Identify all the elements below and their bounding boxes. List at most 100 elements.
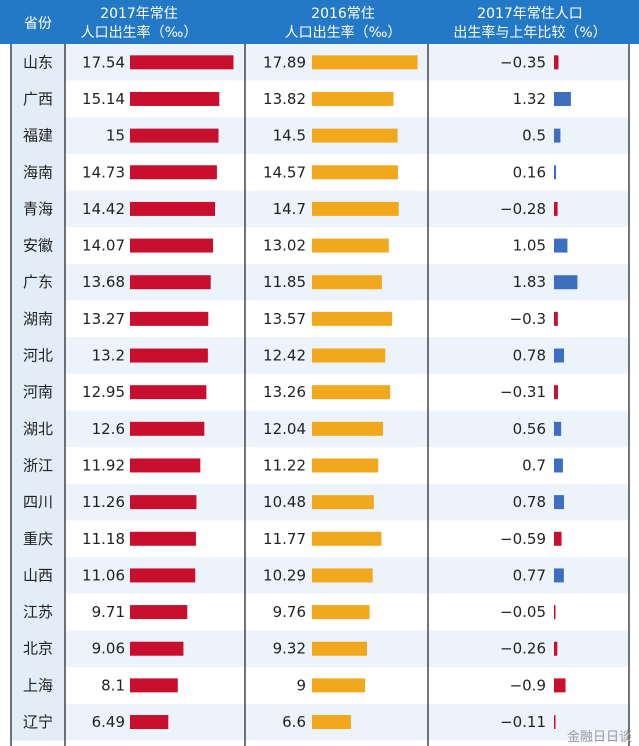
table-row: 青海 14.42 14.7 −0.28 <box>11 190 629 228</box>
table-body: 山东 17.54 17.89 −0.35 广西 15.14 13.82 1.32 福建 15 14.… <box>11 44 629 741</box>
rate-2017-label: 6.49 <box>92 713 125 731</box>
rate-2016-bar <box>312 128 398 143</box>
diff-label: −0.11 <box>500 713 546 731</box>
rate-2016-bar <box>312 641 367 656</box>
rate-2016-bar <box>312 531 382 546</box>
province-label: 四川 <box>23 493 53 511</box>
table-row: 四川 11.26 10.48 0.78 <box>11 483 629 521</box>
diff-bar <box>554 421 562 436</box>
watermark-text: 金融日日谈 <box>567 729 632 745</box>
rate-2016-bar <box>312 238 389 253</box>
rate-2017-bar <box>130 128 219 143</box>
rate-2017-bar <box>130 531 196 546</box>
table-row: 河北 13.2 12.42 0.78 <box>11 337 629 374</box>
province-cell <box>11 373 65 411</box>
rate-2017-label: 12.6 <box>92 420 125 438</box>
rate-2017-bar <box>130 311 209 326</box>
rate-2016-label: 17.89 <box>263 53 306 71</box>
rate-2016-label: 13.02 <box>263 237 306 255</box>
table-row: 安徽 14.07 13.02 1.05 <box>11 227 629 264</box>
diff-bar <box>554 55 559 70</box>
province-label: 青海 <box>23 200 53 218</box>
diff-label: 0.7 <box>522 456 546 474</box>
rate-2017-bar <box>130 201 216 216</box>
table-row: 江苏 9.71 9.76 −0.05 <box>11 593 629 631</box>
header-diff-line2: 出生率与上年比较（%） <box>453 24 606 41</box>
rate-2017-label: 11.92 <box>82 456 125 474</box>
table-row: 河南 12.95 13.26 −0.31 <box>11 373 629 411</box>
rate-2017-bar <box>130 385 207 400</box>
rate-2016-label: 9.76 <box>273 603 306 621</box>
diff-bar <box>554 91 571 106</box>
rate-2017-label: 13.27 <box>82 310 125 328</box>
rate-2017-label: 17.54 <box>82 53 125 71</box>
diff-label: 1.05 <box>513 237 546 255</box>
rate-2017-label: 12.95 <box>82 383 125 401</box>
diff-bar <box>554 311 558 326</box>
province-cell <box>11 227 65 264</box>
province-cell <box>11 263 65 301</box>
diff-label: −0.9 <box>510 676 546 694</box>
rate-2016-bar <box>312 275 382 290</box>
rate-2016-bar <box>312 421 384 436</box>
province-cell <box>11 300 65 338</box>
rate-2016-bar <box>312 385 391 400</box>
rate-2017-label: 13.68 <box>82 273 125 291</box>
rate-2016-label: 13.57 <box>263 310 306 328</box>
rate-2017-label: 8.1 <box>101 676 125 694</box>
rate-2016-label: 11.22 <box>263 456 306 474</box>
rate-2016-label: 11.77 <box>263 530 306 548</box>
rate-2016-bar <box>312 568 373 583</box>
diff-bar <box>554 531 562 546</box>
province-label: 广东 <box>23 273 53 291</box>
rate-2017-bar <box>130 495 197 510</box>
province-cell <box>11 447 65 484</box>
header-band <box>0 0 639 44</box>
column-dividers <box>10 44 630 746</box>
table-header: 省份 2017年常住 人口出生率（‰） 2016常住 人口出生率（‰） 2017… <box>24 6 607 41</box>
province-label: 广西 <box>23 90 53 108</box>
province-label: 海南 <box>23 163 53 181</box>
table-row: 湖北 12.6 12.04 0.56 <box>11 410 629 448</box>
diff-bar <box>554 165 557 180</box>
rate-2016-bar <box>312 495 374 510</box>
rate-2017-label: 15 <box>106 127 125 145</box>
header-2017-line1: 2017年常住 <box>100 6 178 22</box>
rate-2016-label: 13.82 <box>263 90 306 108</box>
province-cell <box>11 520 65 558</box>
province-label: 重庆 <box>23 530 53 548</box>
table-row: 山东 17.54 17.89 −0.35 <box>11 44 629 81</box>
province-cell <box>11 483 65 521</box>
province-cell <box>11 703 65 741</box>
table-row: 辽宁 6.49 6.6 −0.11 <box>11 703 629 741</box>
province-label: 北京 <box>23 640 53 658</box>
rate-2016-bar <box>312 715 351 730</box>
rate-2017-label: 15.14 <box>82 90 125 108</box>
rate-2017-bar <box>130 568 196 583</box>
diff-bar <box>554 128 561 143</box>
province-label: 江苏 <box>23 603 53 621</box>
province-cell <box>11 410 65 448</box>
rate-2016-label: 9 <box>296 676 306 694</box>
rate-2016-bar <box>312 348 386 363</box>
rate-2017-bar <box>130 165 217 180</box>
diff-bar <box>554 568 564 583</box>
diff-label: 0.78 <box>513 347 546 365</box>
diff-bar <box>554 348 564 363</box>
province-cell <box>11 44 65 81</box>
table-row: 北京 9.06 9.32 −0.26 <box>11 630 629 668</box>
diff-bar <box>554 275 578 290</box>
rate-2017-bar <box>130 715 169 730</box>
diff-label: 0.77 <box>513 566 546 584</box>
rate-2017-label: 14.42 <box>82 200 125 218</box>
rate-2016-label: 12.04 <box>263 420 306 438</box>
header-province: 省份 <box>24 16 52 32</box>
table-row: 福建 15 14.5 0.5 <box>11 117 629 154</box>
table-row: 海南 14.73 14.57 0.16 <box>11 153 629 191</box>
rate-2016-label: 6.6 <box>282 713 306 731</box>
diff-label: 0.56 <box>513 420 546 438</box>
rate-2017-label: 11.18 <box>82 530 125 548</box>
rate-2016-bar <box>312 91 394 106</box>
diff-bar <box>554 495 564 510</box>
rate-2016-label: 14.7 <box>273 200 306 218</box>
